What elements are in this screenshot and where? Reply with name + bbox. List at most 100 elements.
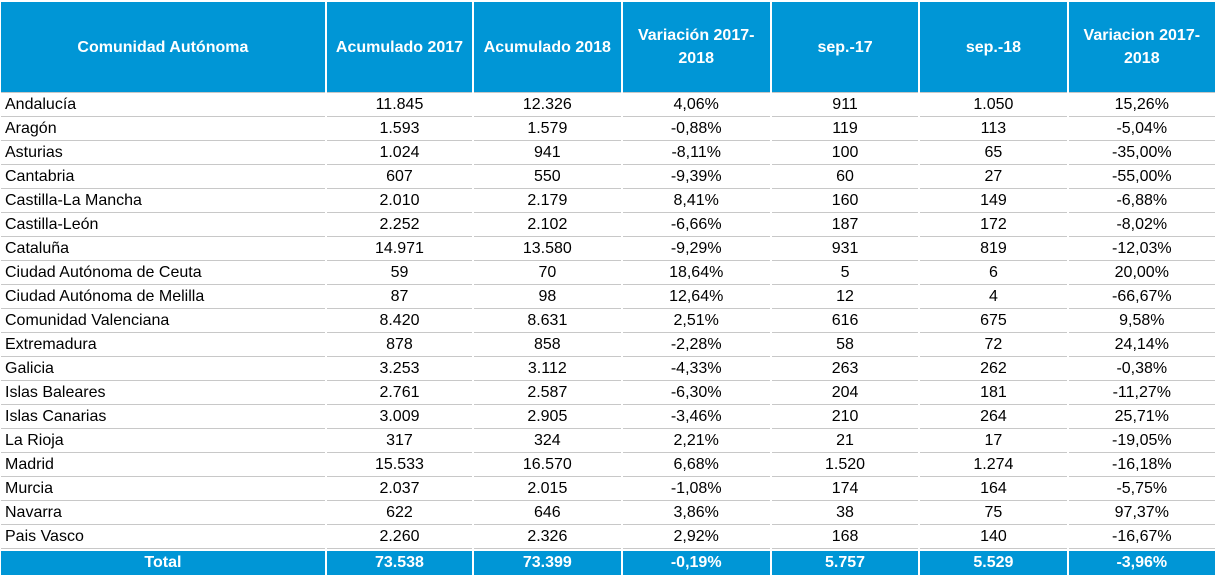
cell-sep-17: 168 bbox=[771, 524, 919, 549]
cell-acumulado-2018: 12.326 bbox=[474, 92, 621, 116]
table-row: Galicia 3.253 3.112 -4,33% 263 262 -0,38% bbox=[1, 356, 1215, 380]
cell-comunidad: Ciudad Autónoma de Ceuta bbox=[1, 260, 325, 284]
cell-acumulado-2017: 2.037 bbox=[326, 476, 473, 500]
table-row: Ciudad Autónoma de Melilla 87 98 12,64% 12 4-… bbox=[1, 284, 1215, 308]
cell-acumulado-2018: 2.905 bbox=[474, 404, 621, 428]
cell-variacion-sep: 9,58% bbox=[1068, 308, 1215, 332]
cell-sep-18: 181 bbox=[920, 380, 1067, 404]
cell-comunidad: Navarra bbox=[1, 500, 325, 524]
cell-acumulado-2017: 317 bbox=[326, 428, 473, 452]
table-row: Ciudad Autónoma de Ceuta 59 70 18,64% 5 6 20,0… bbox=[1, 260, 1215, 284]
cell-acumulado-2017: 622 bbox=[326, 500, 473, 524]
cell-variacion-acumulado: -0,88% bbox=[622, 116, 770, 140]
cell-variacion-sep: -19,05% bbox=[1068, 428, 1215, 452]
table-row: Murcia 2.037 2.015 -1,08% 174 164 -5,75% bbox=[1, 476, 1215, 500]
cell-variacion-sep: -16,18% bbox=[1068, 452, 1215, 476]
cell-variacion-acumulado: -2,28% bbox=[622, 332, 770, 356]
cell-variacion-acumulado: -4,33% bbox=[622, 356, 770, 380]
header-sep-18: sep.-18 bbox=[920, 0, 1067, 92]
cell-acumulado-2018: 646 bbox=[474, 500, 621, 524]
table-row: Cataluña 14.971 13.580 -9,29% 931 819 -12,03% bbox=[1, 236, 1215, 260]
total-label: Total bbox=[1, 549, 325, 575]
header-acumulado-2018: Acumulado 2018 bbox=[474, 0, 621, 92]
cell-acumulado-2017: 3.253 bbox=[326, 356, 473, 380]
cell-acumulado-2017: 2.252 bbox=[326, 212, 473, 236]
cell-variacion-sep: -0,38% bbox=[1068, 356, 1215, 380]
cell-comunidad: Murcia bbox=[1, 476, 325, 500]
cell-variacion-sep: -16,67% bbox=[1068, 524, 1215, 549]
cell-acumulado-2017: 87 bbox=[326, 284, 473, 308]
table-row: Islas Canarias 3.009 2.905 -3,46% 210 264 25,7… bbox=[1, 404, 1215, 428]
table-row: Castilla-La Mancha 2.010 2.179 8,41% 160 149-… bbox=[1, 188, 1215, 212]
cell-variacion-sep: 25,71% bbox=[1068, 404, 1215, 428]
cell-variacion-acumulado: 2,92% bbox=[622, 524, 770, 549]
cell-variacion-sep: -12,03% bbox=[1068, 236, 1215, 260]
cell-acumulado-2018: 98 bbox=[474, 284, 621, 308]
cell-acumulado-2018: 8.631 bbox=[474, 308, 621, 332]
cell-sep-17: 100 bbox=[771, 140, 919, 164]
table-footer: Total 73.538 73.399 -0,19% 5.757 5.529 -… bbox=[1, 549, 1215, 575]
cell-sep-17: 12 bbox=[771, 284, 919, 308]
cell-comunidad: Andalucía bbox=[1, 92, 325, 116]
cell-sep-18: 262 bbox=[920, 356, 1067, 380]
cell-variacion-acumulado: -6,30% bbox=[622, 380, 770, 404]
cell-variacion-acumulado: 6,68% bbox=[622, 452, 770, 476]
cell-acumulado-2018: 70 bbox=[474, 260, 621, 284]
cell-comunidad: Cataluña bbox=[1, 236, 325, 260]
cell-variacion-sep: 15,26% bbox=[1068, 92, 1215, 116]
total-sep-17: 5.757 bbox=[771, 549, 919, 575]
cell-variacion-acumulado: -8,11% bbox=[622, 140, 770, 164]
cell-variacion-sep: -35,00% bbox=[1068, 140, 1215, 164]
total-acumulado-2018: 73.399 bbox=[474, 549, 621, 575]
cell-variacion-acumulado: 12,64% bbox=[622, 284, 770, 308]
table-row: Asturias 1.024 941 -8,11% 100 65 -35,00% bbox=[1, 140, 1215, 164]
table-row: Pais Vasco 2.260 2.326 2,92% 168 140 -16,67% bbox=[1, 524, 1215, 549]
cell-acumulado-2018: 2.326 bbox=[474, 524, 621, 549]
cell-sep-17: 187 bbox=[771, 212, 919, 236]
table-row: Andalucía 11.845 12.326 4,06% 911 1.050 15,26% bbox=[1, 92, 1215, 116]
cell-variacion-sep: -11,27% bbox=[1068, 380, 1215, 404]
cell-acumulado-2018: 16.570 bbox=[474, 452, 621, 476]
cell-sep-17: 204 bbox=[771, 380, 919, 404]
cell-sep-17: 5 bbox=[771, 260, 919, 284]
table-row: Islas Baleares 2.761 2.587 -6,30% 204 181 -11,… bbox=[1, 380, 1215, 404]
cell-comunidad: Comunidad Valenciana bbox=[1, 308, 325, 332]
cell-comunidad: Aragón bbox=[1, 116, 325, 140]
cell-acumulado-2018: 324 bbox=[474, 428, 621, 452]
cell-acumulado-2017: 15.533 bbox=[326, 452, 473, 476]
cell-comunidad: Islas Baleares bbox=[1, 380, 325, 404]
cell-comunidad: Galicia bbox=[1, 356, 325, 380]
cell-sep-18: 675 bbox=[920, 308, 1067, 332]
cell-sep-17: 60 bbox=[771, 164, 919, 188]
cell-variacion-sep: 97,37% bbox=[1068, 500, 1215, 524]
cell-variacion-acumulado: 2,21% bbox=[622, 428, 770, 452]
cell-sep-17: 210 bbox=[771, 404, 919, 428]
header-row: Comunidad Autónoma Acumulado 2017 Acumul… bbox=[1, 0, 1215, 92]
cell-acumulado-2017: 11.845 bbox=[326, 92, 473, 116]
cell-sep-18: 27 bbox=[920, 164, 1067, 188]
cell-sep-17: 119 bbox=[771, 116, 919, 140]
cell-variacion-acumulado: 8,41% bbox=[622, 188, 770, 212]
cell-sep-18: 65 bbox=[920, 140, 1067, 164]
cell-acumulado-2018: 2.179 bbox=[474, 188, 621, 212]
cell-comunidad: Pais Vasco bbox=[1, 524, 325, 549]
cell-acumulado-2017: 878 bbox=[326, 332, 473, 356]
cell-acumulado-2017: 607 bbox=[326, 164, 473, 188]
cell-acumulado-2017: 1.024 bbox=[326, 140, 473, 164]
cell-acumulado-2017: 59 bbox=[326, 260, 473, 284]
cell-sep-17: 21 bbox=[771, 428, 919, 452]
table-row: Aragón 1.593 1.579 -0,88% 119 113 -5,04% bbox=[1, 116, 1215, 140]
cell-variacion-acumulado: 4,06% bbox=[622, 92, 770, 116]
cell-variacion-sep: -5,75% bbox=[1068, 476, 1215, 500]
total-variacion-sep: -3,96% bbox=[1068, 549, 1215, 575]
cell-variacion-sep: -8,02% bbox=[1068, 212, 1215, 236]
cell-variacion-sep: -66,67% bbox=[1068, 284, 1215, 308]
table-row: Comunidad Valenciana 8.420 8.631 2,51% 616 67… bbox=[1, 308, 1215, 332]
cell-sep-18: 75 bbox=[920, 500, 1067, 524]
cell-comunidad: Madrid bbox=[1, 452, 325, 476]
cell-comunidad: La Rioja bbox=[1, 428, 325, 452]
cell-acumulado-2018: 1.579 bbox=[474, 116, 621, 140]
cell-acumulado-2017: 2.761 bbox=[326, 380, 473, 404]
cell-sep-18: 72 bbox=[920, 332, 1067, 356]
